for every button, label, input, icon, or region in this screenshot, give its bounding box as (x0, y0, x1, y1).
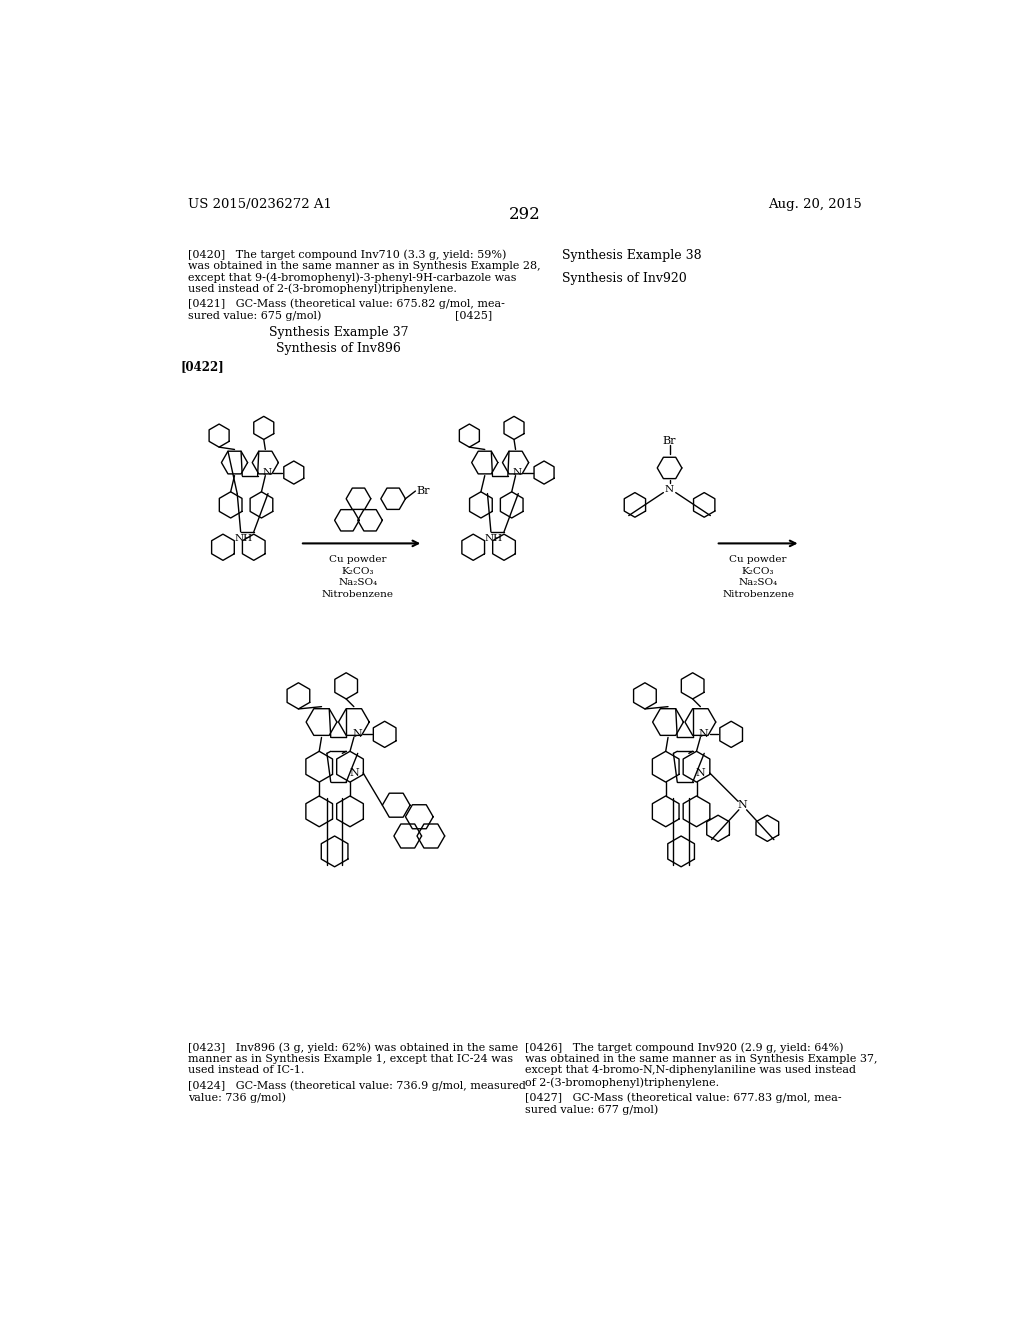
Text: [0420]   The target compound Inv710 (3.3 g, yield: 59%): [0420] The target compound Inv710 (3.3 g… (188, 249, 507, 260)
Text: [0422]: [0422] (180, 360, 224, 374)
Text: Na₂SO₄: Na₂SO₄ (338, 578, 377, 587)
Text: sured value: 677 g/mol): sured value: 677 g/mol) (524, 1104, 658, 1114)
Text: except that 9-(4-bromophenyl)-3-phenyl-9H-carbazole was: except that 9-(4-bromophenyl)-3-phenyl-9… (188, 272, 517, 282)
Text: Synthesis of Inv896: Synthesis of Inv896 (276, 342, 401, 355)
Text: N: N (695, 768, 706, 777)
Text: [0426]   The target compound Inv920 (2.9 g, yield: 64%): [0426] The target compound Inv920 (2.9 g… (524, 1043, 844, 1053)
Text: N: N (262, 469, 271, 477)
Text: NH: NH (485, 533, 503, 543)
Text: N: N (513, 469, 521, 477)
Text: N: N (352, 730, 361, 739)
Text: Na₂SO₄: Na₂SO₄ (738, 578, 778, 587)
Text: used instead of IC-1.: used instead of IC-1. (188, 1065, 305, 1076)
Text: sured value: 675 g/mol): sured value: 675 g/mol) (188, 310, 322, 321)
Text: Synthesis of Inv920: Synthesis of Inv920 (562, 272, 686, 285)
Text: [0427]   GC-Mass (theoretical value: 677.83 g/mol, mea-: [0427] GC-Mass (theoretical value: 677.8… (524, 1093, 842, 1104)
Text: Cu powder: Cu powder (729, 554, 786, 564)
Text: N: N (349, 768, 358, 777)
Text: 292: 292 (509, 206, 541, 223)
Text: Br: Br (416, 486, 430, 496)
Text: Nitrobenzene: Nitrobenzene (722, 590, 794, 598)
Text: US 2015/0236272 A1: US 2015/0236272 A1 (188, 198, 332, 211)
Text: Nitrobenzene: Nitrobenzene (322, 590, 393, 598)
Text: Aug. 20, 2015: Aug. 20, 2015 (768, 198, 862, 211)
Text: [0423]   Inv896 (3 g, yield: 62%) was obtained in the same: [0423] Inv896 (3 g, yield: 62%) was obta… (188, 1043, 518, 1053)
Text: Br: Br (663, 436, 676, 446)
Text: [0425]: [0425] (456, 310, 493, 319)
Text: Synthesis Example 37: Synthesis Example 37 (268, 326, 409, 339)
Text: Synthesis Example 38: Synthesis Example 38 (562, 249, 701, 263)
Text: was obtained in the same manner as in Synthesis Example 37,: was obtained in the same manner as in Sy… (524, 1053, 878, 1064)
Text: value: 736 g/mol): value: 736 g/mol) (188, 1093, 287, 1104)
Text: was obtained in the same manner as in Synthesis Example 28,: was obtained in the same manner as in Sy… (188, 261, 541, 271)
Text: except that 4-bromo-N,N-diphenylaniline was used instead: except that 4-bromo-N,N-diphenylaniline … (524, 1065, 856, 1076)
Text: [0421]   GC-Mass (theoretical value: 675.82 g/mol, mea-: [0421] GC-Mass (theoretical value: 675.8… (188, 298, 505, 309)
Text: N: N (665, 484, 674, 494)
Text: [0424]   GC-Mass (theoretical value: 736.9 g/mol, measured: [0424] GC-Mass (theoretical value: 736.9… (188, 1081, 526, 1092)
Text: N: N (698, 730, 709, 739)
Text: NH: NH (234, 533, 253, 543)
Text: N: N (738, 800, 748, 810)
Text: Cu powder: Cu powder (329, 554, 386, 564)
Text: manner as in Synthesis Example 1, except that IC-24 was: manner as in Synthesis Example 1, except… (188, 1053, 513, 1064)
Text: of 2-(3-bromophenyl)triphenylene.: of 2-(3-bromophenyl)triphenylene. (524, 1077, 719, 1088)
Text: K₂CO₃: K₂CO₃ (741, 566, 774, 576)
Text: used instead of 2-(3-bromophenyl)triphenylene.: used instead of 2-(3-bromophenyl)triphen… (188, 284, 457, 294)
Text: K₂CO₃: K₂CO₃ (341, 566, 374, 576)
